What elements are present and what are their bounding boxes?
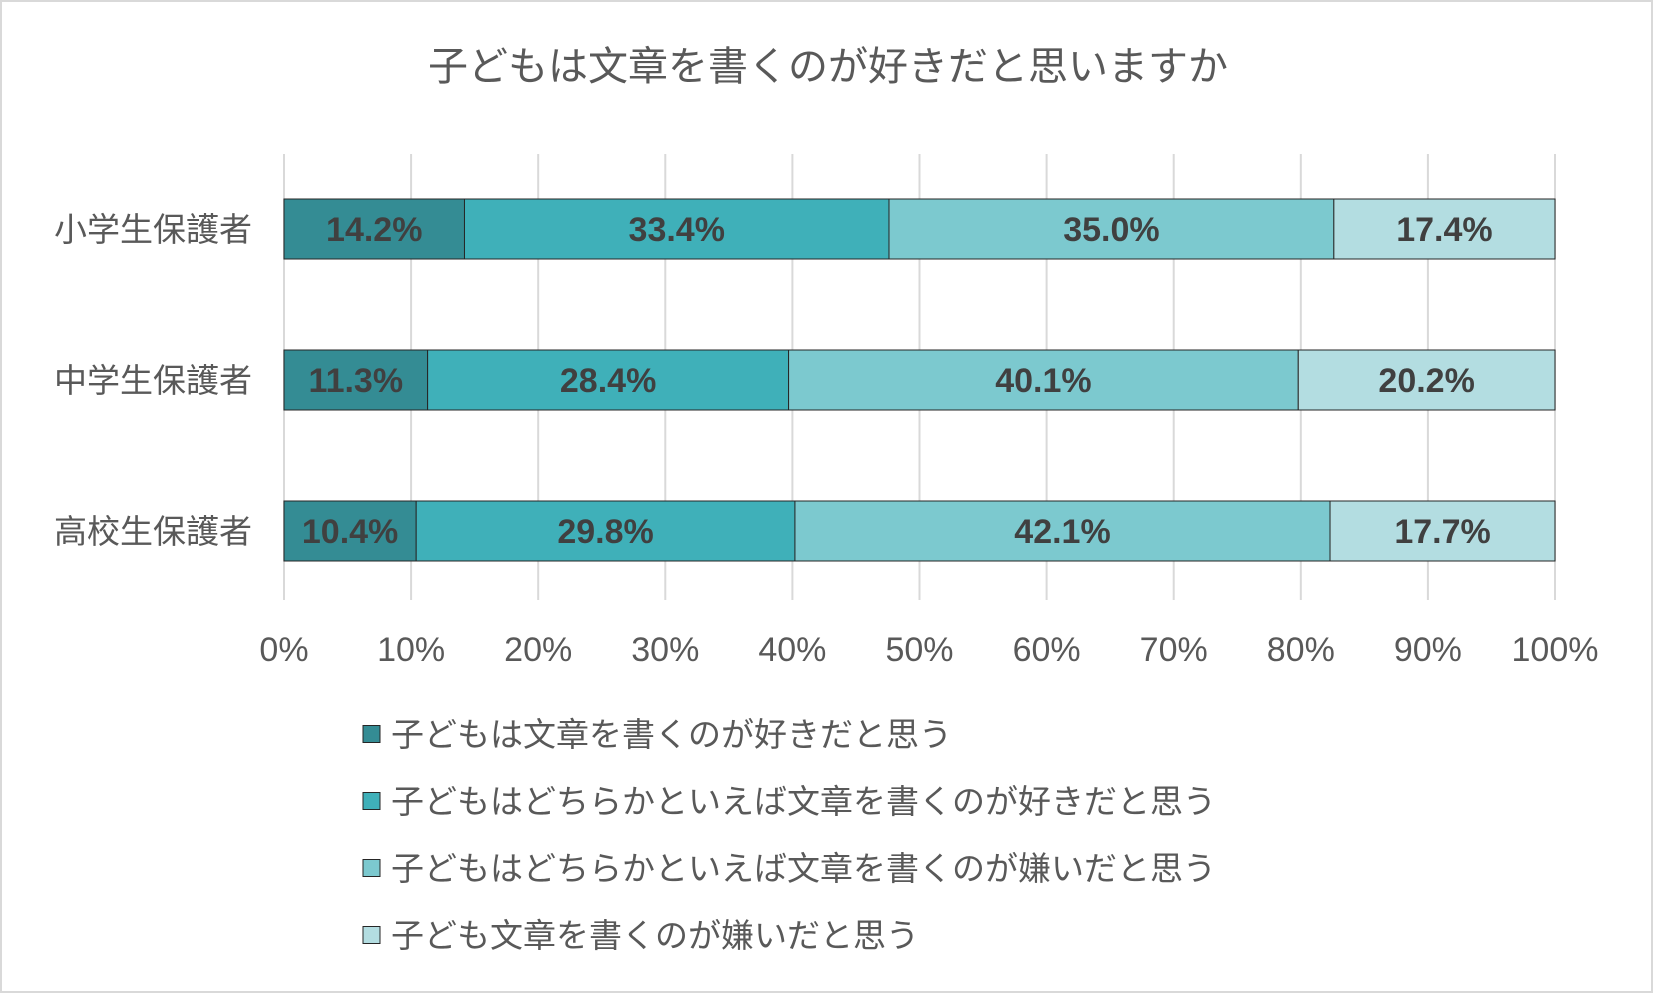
value-axis: 0% 10% 20% 30% 40% 50% 60% 70% 80% 90% 100% [259,631,1598,669]
data-label-0-3: 17.4% [1396,211,1492,249]
legend-swatch-1 [362,792,381,810]
bar-2-1 [415,500,796,562]
bar-2-3 [1329,500,1556,562]
bar-0-0 [283,198,465,260]
bar-0-2 [888,198,1335,260]
category-label-1: 中学生保護者 [54,361,252,400]
category-label-2: 高校生保護者 [54,512,252,551]
data-label-0-2: 35.0% [1063,211,1159,249]
x-tick-label-1: 10% [377,631,445,669]
bar-1-3 [1297,349,1556,411]
legend-label-3: 子ども文章を書くのが嫌いだと思う [391,916,919,955]
data-label-2-2: 42.1% [1014,513,1110,551]
legend-swatch-3 [362,926,381,944]
x-tick-label-10: 100% [1512,631,1599,669]
legend-swatch-0 [362,725,381,743]
x-tick-label-8: 80% [1267,631,1335,669]
bar-2-2 [794,500,1331,562]
x-tick-label-5: 50% [885,631,953,669]
data-label-0-0: 14.2% [326,211,422,249]
bar-2-0 [283,500,417,562]
bar-0-1 [463,198,890,260]
x-tick-label-3: 30% [631,631,699,669]
data-label-1-1: 28.4% [560,362,656,400]
legend-swatch-2 [362,859,381,877]
x-tick-label-7: 70% [1140,631,1208,669]
data-labels: 14.2% 33.4% 35.0% 17.4% 11.3% 28.4% 40.1% 20.2%… [302,211,1493,551]
x-tick-label-2: 20% [504,631,572,669]
legend-label-2: 子どもはどちらかといえば文章を書くのが嫌いだと思う [391,849,1216,888]
data-label-0-1: 33.4% [629,211,725,249]
data-label-2-0: 10.4% [302,513,398,551]
bar-1-1 [427,349,790,411]
bar-1-2 [788,349,1299,411]
x-tick-label-9: 90% [1394,631,1462,669]
data-label-1-2: 40.1% [995,362,1091,400]
data-label-1-0: 11.3% [309,362,404,400]
legend-label-0: 子どもは文章を書くのが好きだと思う [391,715,952,754]
legend-label-1: 子どもはどちらかといえば文章を書くのが好きだと思う [391,782,1216,821]
bar-0-3 [1333,198,1556,260]
x-tick-label-6: 60% [1013,631,1081,669]
x-tick-label-0: 0% [259,631,308,669]
data-label-2-3: 17.7% [1394,513,1490,551]
x-tick-label-4: 40% [758,631,826,669]
category-label-0: 小学生保護者 [54,210,252,249]
legend: 子どもは文章を書くのが好きだと思う子どもはどちらかといえば文章を書くのが好きだと… [362,715,1216,955]
bar-1-0 [283,349,429,411]
data-label-1-3: 20.2% [1378,362,1474,400]
bars [283,198,1556,562]
chart-title: 子どもは文章を書くのが好きだと思いますか [428,44,1228,90]
data-label-2-1: 29.8% [557,513,653,551]
